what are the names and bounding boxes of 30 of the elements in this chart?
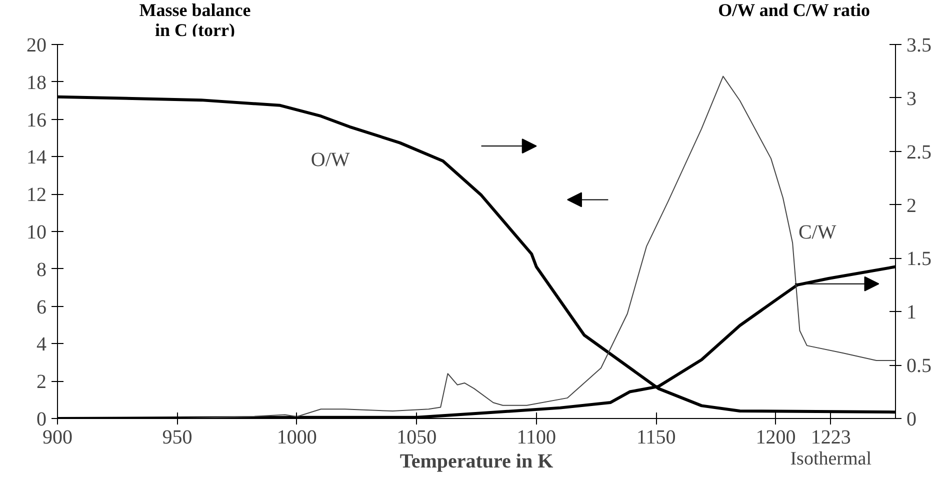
y2-tick-label: 2.5: [906, 141, 932, 164]
series-label: C/W: [798, 222, 836, 244]
y-tick-label: 10: [26, 222, 46, 244]
y-tick-label: 6: [36, 296, 46, 318]
y-tick-label: 18: [26, 72, 46, 94]
x-tick-label: 1100: [516, 426, 556, 448]
y-tick-label: 16: [26, 109, 46, 132]
y2-tick-label: 3.5: [906, 34, 932, 56]
y-tick-label: 14: [26, 146, 46, 169]
y-tick-label: 2: [36, 371, 46, 394]
y2-tick-label: 0.5: [906, 355, 932, 378]
x-tick-label: 1000: [276, 426, 317, 448]
y2-axis-title: O/W and C/W ratio: [717, 0, 870, 20]
y2-tick-label: 3: [906, 88, 916, 110]
x-tick-label: 950: [162, 426, 192, 448]
x-tick-label: 1200: [756, 426, 796, 448]
y2-tick-label: 0: [906, 408, 916, 430]
y2-tick-label: 1: [906, 302, 916, 324]
x-axis-title: Temperature in K: [400, 450, 554, 472]
y-tick-label: 4: [36, 334, 46, 356]
y2-tick-label: 1.5: [906, 248, 932, 270]
y2-tick-label: 2: [906, 194, 916, 217]
x-tick-label: 1223: [810, 426, 851, 448]
text: Isothermal: [790, 448, 872, 470]
y-tick-label: 12: [26, 184, 46, 206]
y-tick-label: 20: [26, 34, 46, 56]
series-label: O/W: [310, 149, 350, 172]
x-tick-label: 1150: [636, 426, 676, 448]
y-tick-label: 8: [36, 258, 46, 281]
x-tick-label: 1050: [396, 426, 437, 448]
